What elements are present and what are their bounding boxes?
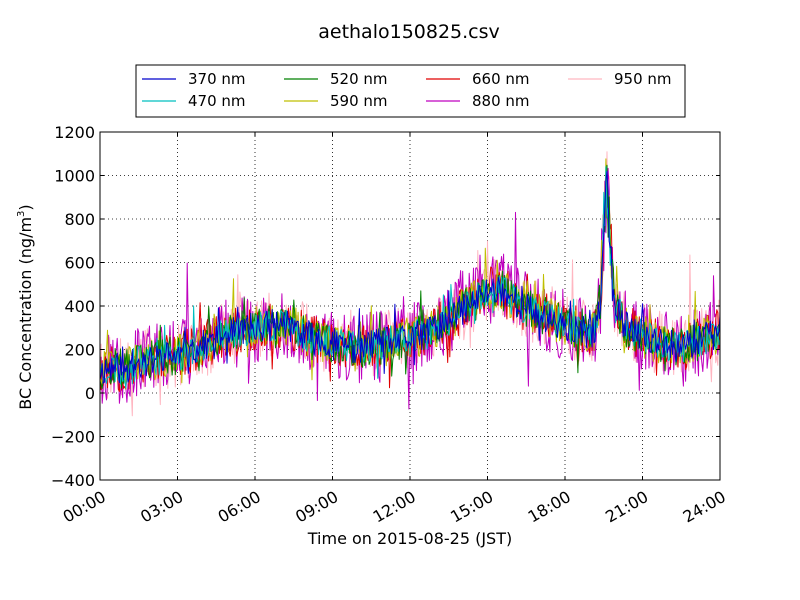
y-tick-label: −200: [51, 428, 95, 447]
y-axis-label-main: BC Concentration (ng/m: [16, 217, 35, 410]
legend-label: 520 nm: [330, 70, 388, 88]
series-line-370-nm: [99, 171, 721, 384]
legend-label: 370 nm: [188, 70, 246, 88]
y-tick-label: 0: [85, 384, 95, 403]
series-lines: [99, 151, 721, 417]
chart-title: aethalo150825.csv: [318, 21, 500, 43]
legend-box: [135, 64, 686, 118]
y-tick-label: 1000: [54, 167, 95, 186]
y-tick-label: 800: [64, 210, 95, 229]
x-axis-label: Time on 2015-08-25 (JST): [307, 529, 512, 548]
y-tick-label: 600: [64, 254, 95, 273]
x-tick-label: 09:00: [292, 487, 341, 527]
y-tick-label: 400: [64, 297, 95, 316]
legend-label: 470 nm: [188, 92, 246, 110]
x-tick-label: 00:00: [60, 487, 109, 527]
y-tick-label: 200: [64, 341, 95, 360]
series-line-590-nm: [99, 158, 721, 390]
y-tick-labels: −400 −200 0 200 400 600 800 1000 1200: [51, 123, 95, 490]
x-tick-label: 24:00: [680, 487, 729, 527]
y-axis-label-end: ): [16, 204, 35, 210]
x-tick-labels: 00:00 03:00 06:00 09:00 12:00 15:00 18:00 21:00…: [60, 487, 729, 527]
x-tick-label: 03:00: [137, 487, 186, 527]
legend-label: 660 nm: [472, 70, 530, 88]
x-tick-label: 12:00: [370, 487, 419, 527]
series-line-950-nm: [99, 151, 721, 417]
y-axis-label-sup: 3: [16, 211, 27, 217]
y-axis-label: BC Concentration (ng/m3): [16, 204, 35, 409]
x-tick-label: 06:00: [215, 487, 264, 527]
x-tick-label: 21:00: [602, 487, 651, 527]
axis-ticks: [99, 131, 721, 481]
legend-label: 950 nm: [614, 70, 672, 88]
series-line-470-nm: [99, 166, 721, 389]
legend-label: 590 nm: [330, 92, 388, 110]
x-tick-label: 18:00: [525, 487, 574, 527]
legend: 370 nm 470 nm 520 nm 590 nm 660 nm 880 nm 950 …: [135, 64, 686, 118]
y-tick-label: −400: [51, 471, 95, 490]
x-tick-label: 15:00: [447, 487, 496, 527]
grid-lines: [100, 132, 720, 480]
y-tick-label: 1200: [54, 123, 95, 142]
legend-label: 880 nm: [472, 92, 530, 110]
